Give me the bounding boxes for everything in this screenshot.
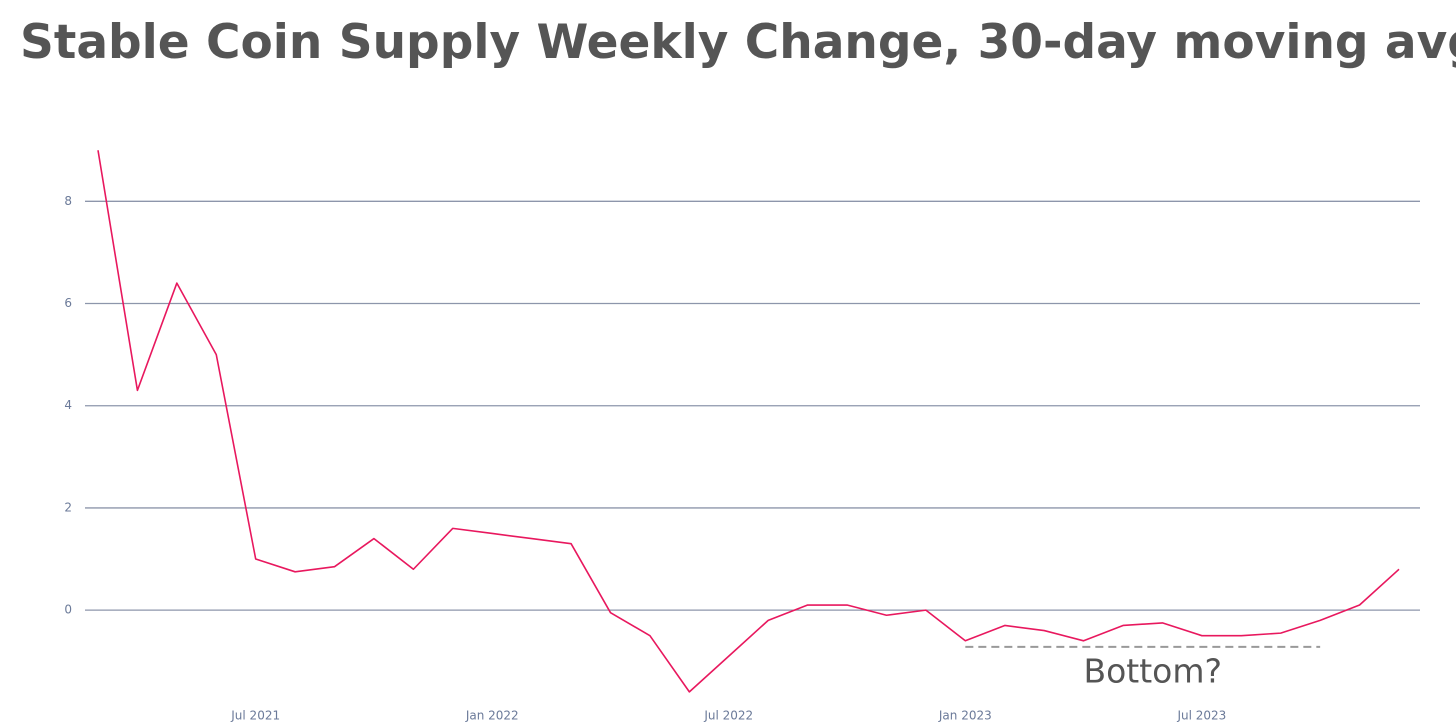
y-tick-label: 6 bbox=[64, 296, 72, 310]
annotation-text: Bottom? bbox=[1083, 651, 1222, 690]
y-tick-label: 2 bbox=[64, 500, 72, 514]
data-line bbox=[97, 150, 1400, 693]
x-tick-label: Jul 2023 bbox=[1176, 709, 1226, 723]
chart-title: Stable Coin Supply Weekly Change, 30-day… bbox=[20, 15, 1456, 70]
y-tick-label: 8 bbox=[64, 194, 72, 208]
x-tick-label: Jul 2021 bbox=[230, 709, 280, 723]
y-tick-label: 4 bbox=[64, 398, 72, 412]
y-tick-label: 0 bbox=[64, 603, 72, 617]
x-tick-label: Jan 2022 bbox=[465, 709, 519, 723]
x-tick-label: Jul 2022 bbox=[703, 709, 753, 723]
x-tick-label: Jan 2023 bbox=[938, 709, 992, 723]
